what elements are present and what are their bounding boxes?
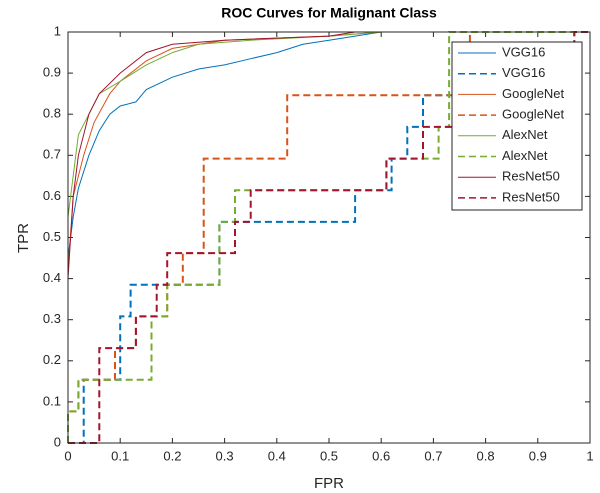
x-tick-label: 0 xyxy=(64,448,71,463)
legend-box xyxy=(451,41,583,211)
roc-line xyxy=(67,31,590,443)
legend-label: ResNet50 xyxy=(502,169,560,184)
roc-line xyxy=(68,31,590,444)
x-tick-label: 1 xyxy=(586,448,593,463)
x-tick-label: 0.5 xyxy=(320,448,338,463)
y-tick-label: 0.6 xyxy=(43,188,61,203)
legend-label: GoogleNet xyxy=(502,107,565,122)
roc-line xyxy=(68,31,590,444)
y-tick-label: 0.3 xyxy=(43,311,61,326)
y-tick-label: 0.1 xyxy=(43,393,61,408)
y-tick-label: 0.4 xyxy=(43,270,61,285)
legend-label: GoogleNet xyxy=(502,86,565,101)
x-tick-label: 0.3 xyxy=(216,448,234,463)
y-tick-label: 0.8 xyxy=(43,106,61,121)
legend-label: AlexNet xyxy=(502,127,548,142)
y-tick-label: 0 xyxy=(54,434,61,449)
legend-label: VGG16 xyxy=(502,65,545,80)
x-tick-label: 0.9 xyxy=(529,448,547,463)
axes-box xyxy=(67,31,591,444)
x-tick-label: 0.2 xyxy=(163,448,181,463)
roc-line xyxy=(67,31,590,443)
x-tick-label: 0.4 xyxy=(268,448,286,463)
y-tick-label: 0.7 xyxy=(43,147,61,162)
x-tick-label: 0.1 xyxy=(111,448,129,463)
x-axis-label: FPR xyxy=(314,475,344,492)
legend-label: VGG16 xyxy=(502,44,545,59)
x-tick-label: 0.7 xyxy=(424,448,442,463)
chart-title: ROC Curves for Malignant Class xyxy=(221,5,437,21)
y-tick-label: 1 xyxy=(54,23,61,38)
y-tick-label: 0.9 xyxy=(43,65,61,80)
x-tick-label: 0.6 xyxy=(372,448,390,463)
legend-label: AlexNet xyxy=(502,148,548,163)
x-tick-label: 0.8 xyxy=(477,448,495,463)
y-axis-label: TPR xyxy=(15,223,32,253)
y-tick-label: 0.5 xyxy=(43,229,61,244)
legend-label: ResNet50 xyxy=(502,189,560,204)
y-tick-label: 0.2 xyxy=(43,352,61,367)
